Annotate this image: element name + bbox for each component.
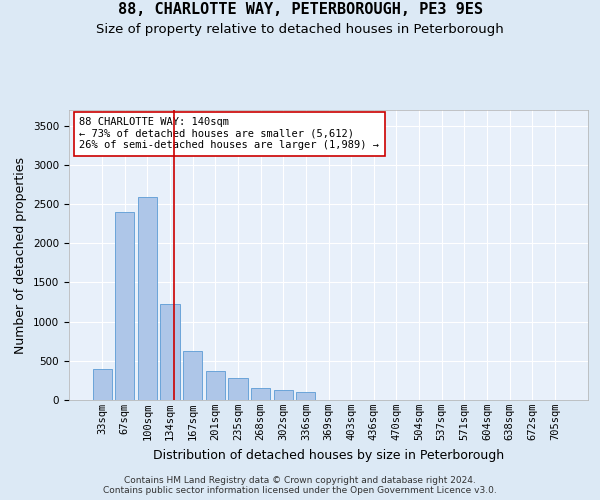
Text: Size of property relative to detached houses in Peterborough: Size of property relative to detached ho… <box>96 22 504 36</box>
Text: 88 CHARLOTTE WAY: 140sqm
← 73% of detached houses are smaller (5,612)
26% of sem: 88 CHARLOTTE WAY: 140sqm ← 73% of detach… <box>79 117 379 150</box>
Bar <box>92 370 112 400</box>
Bar <box>115 212 134 400</box>
Bar <box>229 378 248 400</box>
Bar <box>296 392 316 400</box>
Text: Contains HM Land Registry data © Crown copyright and database right 2024.
Contai: Contains HM Land Registry data © Crown c… <box>103 476 497 495</box>
Bar <box>206 370 225 400</box>
Bar <box>274 390 293 400</box>
X-axis label: Distribution of detached houses by size in Peterborough: Distribution of detached houses by size … <box>153 448 504 462</box>
Bar <box>160 304 180 400</box>
Bar <box>251 388 270 400</box>
Bar <box>138 197 157 400</box>
Text: 88, CHARLOTTE WAY, PETERBOROUGH, PE3 9ES: 88, CHARLOTTE WAY, PETERBOROUGH, PE3 9ES <box>118 2 482 18</box>
Bar <box>183 352 202 400</box>
Y-axis label: Number of detached properties: Number of detached properties <box>14 156 28 354</box>
